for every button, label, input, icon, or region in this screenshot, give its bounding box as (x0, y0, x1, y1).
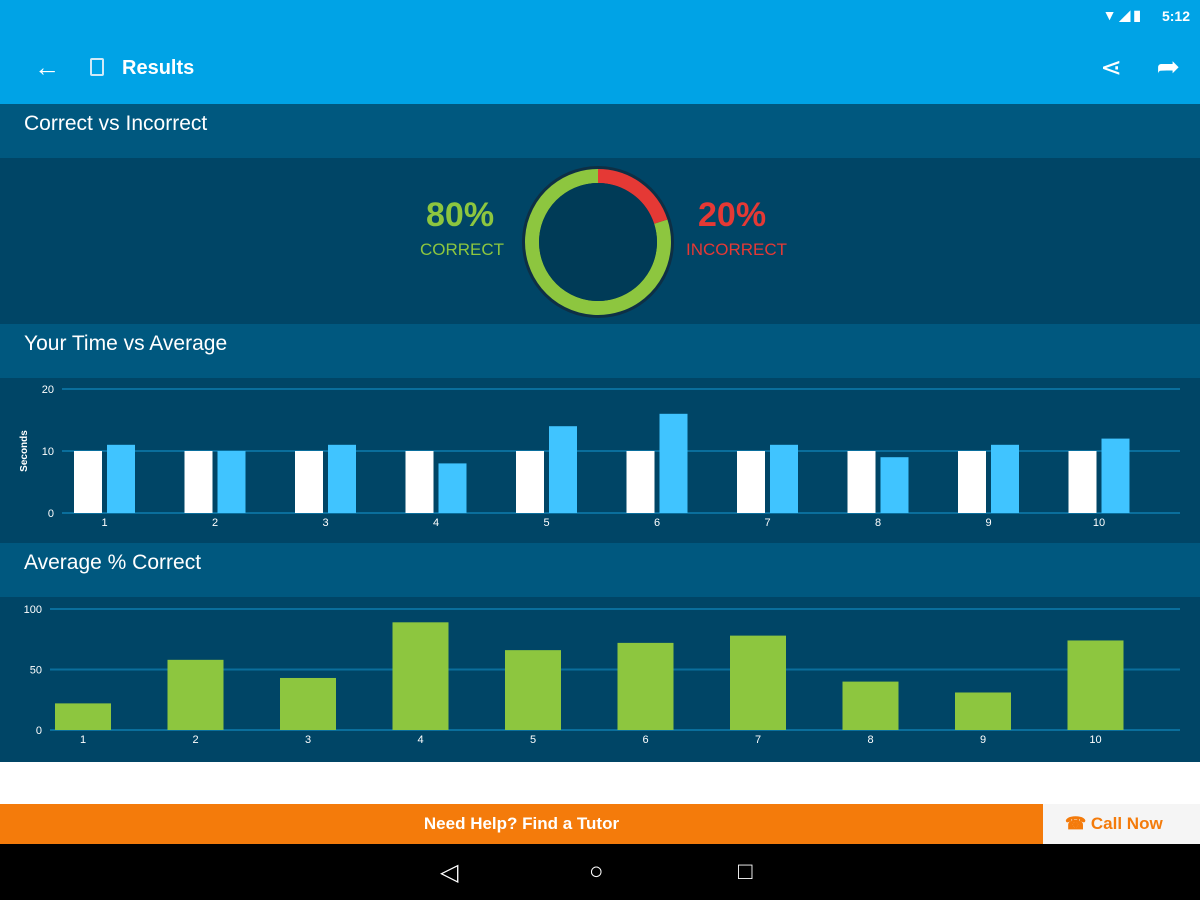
avg-panel: 0 50 100 1 2 3 4 5 6 7 8 9 10 (0, 597, 1200, 762)
incorrect-label: INCORRECT (686, 240, 788, 259)
bar-series1-1 (74, 451, 102, 513)
page-title: Results (122, 57, 195, 79)
x-tick-label: 9 (985, 517, 991, 529)
x-tick-label: 7 (755, 734, 761, 746)
x-tick-label: 6 (642, 734, 648, 746)
bar-series2-3 (328, 444, 356, 513)
phone-icon: ☎ (1065, 814, 1091, 833)
x-tick-label: 1 (101, 517, 107, 529)
x-tick-label: 2 (192, 734, 198, 746)
x-tick-label: 7 (764, 517, 770, 529)
section-header-correct: Correct vs Incorrect (0, 104, 1200, 158)
bar-series2-7 (770, 444, 798, 513)
document-icon (90, 58, 104, 76)
bar-series1-2 (167, 659, 224, 730)
correct-panel: 80% CORRECT 20% INCORRECT (0, 158, 1200, 324)
correct-percent: 80% (426, 196, 495, 234)
back-nav-icon[interactable]: ◁ (440, 859, 459, 886)
y-tick-label: 0 (36, 725, 42, 737)
y-tick-label: 20 (42, 384, 54, 396)
time-chart: 0 10 20 Seconds 1 2 3 4 5 6 7 8 9 10 (19, 384, 1180, 529)
bar-series2-6 (659, 413, 688, 513)
bar-series2-2 (217, 451, 246, 513)
donut-chart (522, 166, 674, 318)
bar-series2-1 (107, 444, 135, 513)
bar-series1-9 (958, 451, 986, 513)
x-tick-label: 10 (1093, 517, 1105, 529)
call-now-label: Call Now (1090, 814, 1163, 833)
x-tick-label: 1 (80, 734, 86, 746)
y-tick-label: 0 (48, 508, 54, 520)
bar-series1-6 (626, 451, 655, 513)
bar-series1-2 (184, 451, 213, 513)
x-tick-label: 3 (305, 734, 311, 746)
y-tick-label: 10 (42, 446, 54, 458)
bar-series2-8 (880, 457, 909, 513)
bar-series1-10 (1068, 451, 1097, 513)
x-tick-label: 8 (875, 517, 881, 529)
section-header-avg: Average % Correct (0, 543, 1200, 597)
x-tick-label: 8 (867, 734, 873, 746)
y-tick-label: 100 (24, 604, 42, 616)
call-now-button[interactable]: ☎ Call Now (1043, 804, 1200, 844)
clock: 5:12 (1161, 8, 1190, 24)
y-axis-label: Seconds (19, 430, 30, 472)
x-tick-label: 4 (433, 517, 439, 529)
bar-series1-8 (847, 451, 876, 513)
spacer (0, 762, 1200, 804)
bar-series2-5 (549, 426, 577, 513)
bar-series1-7 (737, 451, 765, 513)
bar-series1-6 (617, 642, 674, 730)
x-tick-label: 5 (530, 734, 536, 746)
avg-chart: 0 50 100 1 2 3 4 5 6 7 8 9 10 (24, 604, 1180, 746)
section-header-time: Your Time vs Average (0, 324, 1200, 378)
bar-series1-7 (730, 635, 786, 730)
incorrect-percent: 20% (698, 196, 767, 234)
bar-series1-3 (295, 451, 323, 513)
x-tick-label: 9 (980, 734, 986, 746)
time-panel: 0 10 20 Seconds 1 2 3 4 5 6 7 8 9 10 (0, 378, 1200, 543)
bar-series2-10 (1101, 438, 1130, 513)
bar-series1-8 (842, 681, 899, 730)
correct-label: CORRECT (420, 240, 505, 259)
recents-nav-icon[interactable]: □ (738, 858, 753, 885)
y-tick-label: 50 (30, 665, 42, 677)
x-tick-label: 2 (212, 517, 218, 529)
back-arrow-icon[interactable]: ← (34, 52, 60, 82)
bar-series1-5 (505, 650, 561, 730)
bar-series1-4 (405, 451, 434, 513)
find-tutor-button[interactable]: Need Help? Find a Tutor (0, 804, 1043, 844)
x-tick-label: 5 (543, 517, 549, 529)
donut-incorrect (525, 169, 671, 315)
status-bar: ▼◢▮ 5:12 (0, 0, 1200, 32)
bar-series2-4 (438, 463, 467, 513)
bar-series1-5 (516, 451, 544, 513)
home-nav-icon[interactable]: ○ (589, 858, 604, 885)
x-tick-label: 4 (417, 734, 423, 746)
bar-series1-1 (55, 703, 111, 730)
logo-icon[interactable]: ➦ (1156, 51, 1180, 82)
x-tick-label: 10 (1089, 734, 1101, 746)
bar-series1-3 (280, 677, 336, 730)
wifi-battery-icon: ▼◢▮ (1102, 7, 1144, 23)
share-icon[interactable]: ⋖ (1100, 52, 1122, 82)
bar-series2-9 (991, 444, 1019, 513)
bar-series1-4 (392, 622, 449, 730)
nav-bar: ◁ ○ □ (0, 844, 1200, 900)
bar-series1-10 (1067, 640, 1124, 730)
bar-series1-9 (955, 692, 1011, 730)
x-tick-label: 3 (322, 517, 328, 529)
x-tick-label: 6 (654, 517, 660, 529)
app-bar: ← Results ⋖ ➦ (0, 32, 1200, 104)
